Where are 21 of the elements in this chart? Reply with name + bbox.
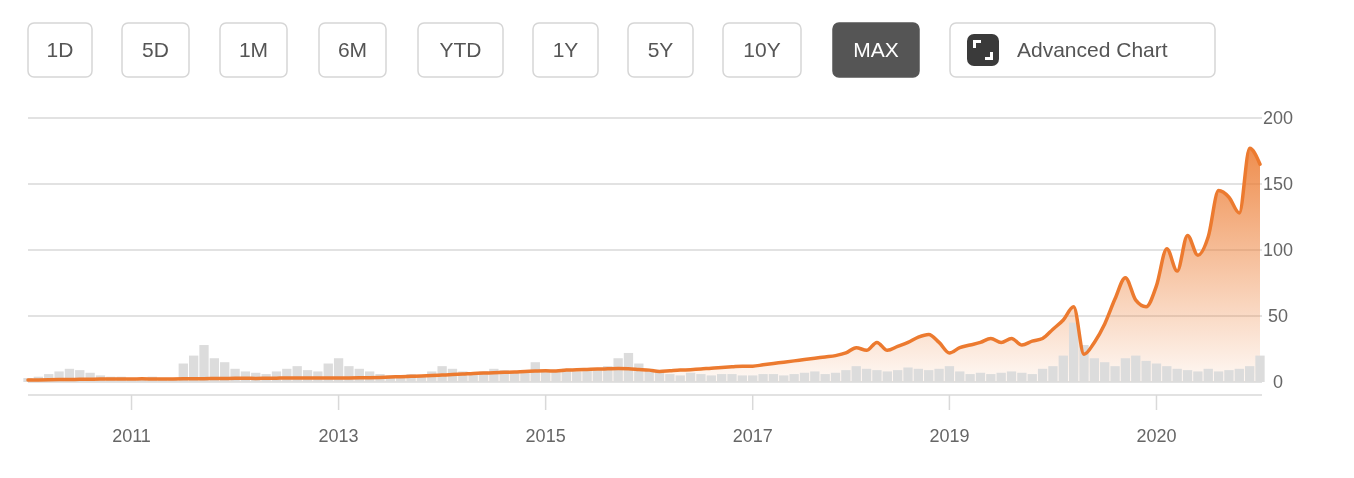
y-tick-label: 100: [1262, 240, 1294, 261]
y-tick-label: 200: [1262, 108, 1294, 129]
text: 10Y: [743, 38, 781, 61]
text: MAX: [853, 38, 899, 61]
text: 6M: [337, 38, 368, 61]
x-tick-label: 2015: [525, 426, 566, 446]
x-tick-label: 2017: [732, 426, 773, 446]
text: 1M: [238, 38, 269, 61]
text: 1D: [46, 38, 74, 61]
y-tick-label: 50: [1267, 306, 1289, 327]
y-tick-label: 0: [1272, 372, 1284, 393]
y-tick-label: 150: [1262, 174, 1294, 195]
x-tick-label: 2011: [112, 426, 151, 446]
x-tick-label: 2019: [929, 426, 970, 446]
x-tick-label: 2020: [1136, 426, 1177, 446]
text: Advanced Chart: [1017, 38, 1168, 61]
text: 1Y: [552, 38, 579, 61]
text: 5D: [142, 38, 169, 61]
text: 5Y: [647, 38, 674, 61]
x-tick-label: 2013: [318, 426, 359, 446]
text: YTD: [439, 38, 482, 61]
